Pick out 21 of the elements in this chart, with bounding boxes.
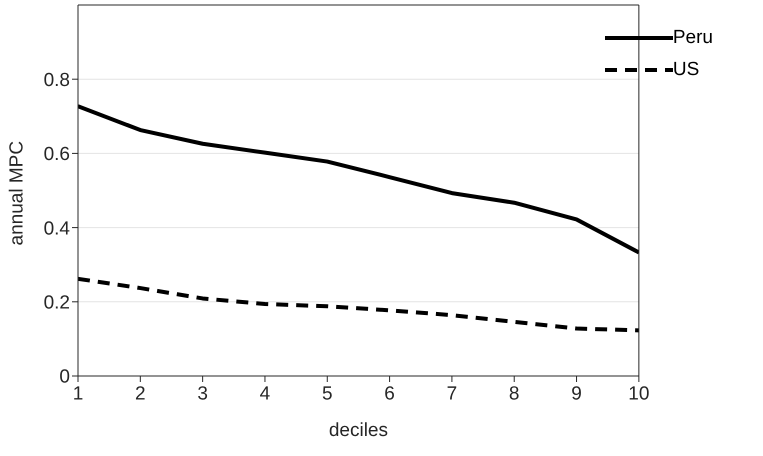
y-tick-label: 0.6 — [44, 144, 70, 166]
line-series — [78, 104, 639, 254]
x-tick-label: 7 — [446, 383, 458, 404]
y-tick-label: 0.4 — [44, 218, 70, 240]
y-axis-title: annual MPC — [6, 140, 28, 246]
x-tick-label: 6 — [384, 383, 395, 404]
x-tick-label: 10 — [628, 383, 650, 404]
legend-label: Peru — [672, 27, 713, 49]
x-tick-label: 3 — [197, 383, 208, 404]
y-tick-label: 0.2 — [44, 292, 70, 314]
legend-label: US — [672, 59, 700, 81]
x-axis-title: deciles — [328, 420, 388, 441]
x-tick-label: 4 — [260, 383, 271, 404]
y-tick-label: 0.8 — [44, 70, 70, 91]
x-tick-label: 1 — [72, 383, 84, 404]
x-tick-label: 8 — [508, 383, 520, 404]
x-tick-label: 5 — [322, 383, 333, 404]
y-tick-label: 0 — [59, 366, 70, 388]
line-series — [78, 276, 639, 332]
x-tick-label: 9 — [571, 383, 582, 404]
x-tick-label: 2 — [135, 383, 146, 404]
